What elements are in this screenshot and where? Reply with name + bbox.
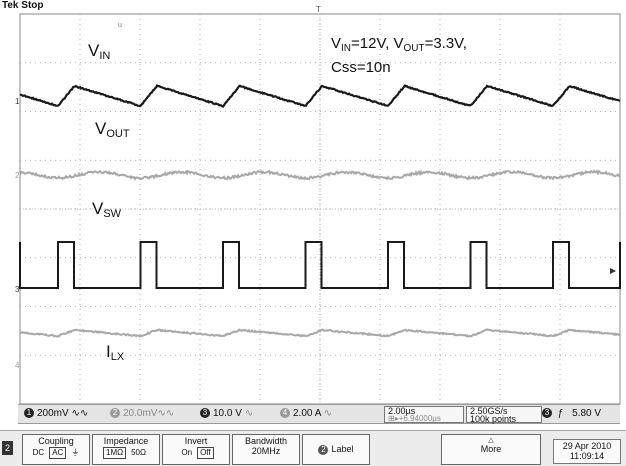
impedance-1mohm[interactable]: 1MΩ	[103, 447, 126, 459]
ch1-scale-readout[interactable]: 1 200mV ∿∿	[24, 407, 88, 421]
more-button[interactable]: △ More	[441, 434, 541, 465]
vsw-label: VSW	[92, 199, 121, 220]
channel-menu-bar: 2 Coupling DC AC ⏚ Impedance 1MΩ 50Ω Invert…	[0, 430, 626, 466]
invert-off[interactable]: Off	[197, 447, 214, 459]
trigger-readout[interactable]: 3 ƒ 5.80 V	[542, 407, 601, 421]
invert-button[interactable]: Invert On Off	[162, 434, 230, 465]
date-time-display: 29 Apr 2010 11:09:14	[553, 439, 621, 464]
sample-rate-readout[interactable]: 2.50GS/s 100k points	[466, 406, 542, 423]
coupling-button[interactable]: Coupling DC AC ⏚	[22, 434, 90, 465]
impedance-50ohm[interactable]: 50Ω	[128, 447, 149, 459]
ch3-scale-readout[interactable]: 3 10.0 V ∿	[200, 407, 253, 421]
impedance-button[interactable]: Impedance 1MΩ 50Ω	[92, 434, 160, 465]
menu-channel-indicator: 2	[2, 441, 13, 455]
vin-label: VIN	[88, 41, 110, 62]
ch4-ground-marker[interactable]: 4	[15, 361, 20, 370]
coupling-ground-icon[interactable]: ⏚	[68, 447, 82, 459]
up-arrow-icon: △	[442, 436, 540, 444]
ch1-ground-marker[interactable]: 1	[15, 97, 20, 106]
ch3-ground-marker[interactable]: 3	[15, 285, 20, 294]
rising-edge-icon: ƒ	[558, 408, 564, 419]
ch2-ground-marker[interactable]: 2	[15, 171, 20, 180]
ilx-label: ILX	[106, 342, 124, 363]
trigger-position-marker[interactable]: T	[316, 5, 321, 14]
readout-bar: 1 200mV ∿∿ 2 20.0mV∿∿ 3 10.0 V ∿ 4 2.00 A ∿ …	[18, 404, 620, 424]
test-conditions: VIN=12V, VOUT=3.3V, Css=10n	[331, 34, 467, 77]
timebase-readout[interactable]: 2.00µs ⊞▸+6.94000µs	[384, 406, 464, 423]
vout-label: VOUT	[95, 119, 130, 140]
coupling-ac[interactable]: AC	[49, 447, 66, 459]
bandwidth-button[interactable]: Bandwidth 20MHz	[232, 434, 300, 465]
ch2-scale-readout[interactable]: 2 20.0mV∿∿	[110, 407, 174, 421]
acquisition-status: Tek Stop	[2, 0, 43, 11]
ch-indicator-marker: u	[118, 22, 122, 29]
ch4-scale-readout[interactable]: 4 2.00 A ∿	[280, 407, 332, 421]
label-button[interactable]: 2 Label	[302, 434, 370, 465]
coupling-dc[interactable]: DC	[30, 447, 48, 459]
invert-on[interactable]: On	[178, 447, 195, 459]
